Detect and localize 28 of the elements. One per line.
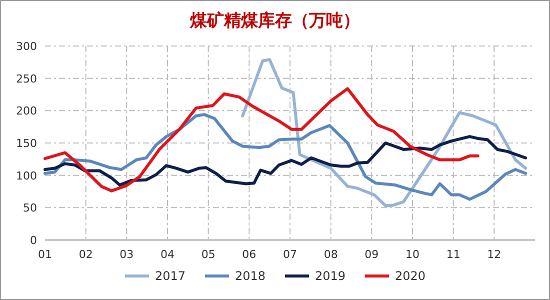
- y-tick-label: 300: [16, 40, 37, 53]
- y-tick-label: 200: [16, 104, 37, 118]
- line-series: [44, 113, 528, 201]
- legend-label: 2017: [155, 269, 186, 283]
- chart-title: 煤矿精煤库存（万吨）: [189, 11, 360, 31]
- y-tick-label: 100: [16, 169, 37, 182]
- y-tick-label: 50: [23, 202, 37, 215]
- x-tick-label: 12: [487, 248, 502, 261]
- y-tick-label: 0: [30, 234, 37, 247]
- y-tick-label: 150: [16, 137, 37, 150]
- x-tick-label: 05: [201, 248, 216, 261]
- x-tick-label: 03: [120, 248, 134, 261]
- x-tick-label: 02: [78, 248, 93, 261]
- x-tick-label: 07: [283, 248, 297, 261]
- x-tick-label: 09: [364, 248, 379, 261]
- legend-label: 2019: [315, 269, 346, 283]
- line-series: [44, 87, 480, 192]
- line-series: [44, 135, 528, 187]
- line-series: [241, 58, 528, 208]
- x-tick-label: 08: [324, 248, 338, 261]
- legend-label: 2018: [235, 269, 266, 283]
- x-tick-label: 01: [38, 248, 52, 261]
- x-tick-label: 11: [446, 248, 460, 261]
- y-tick-label: 250: [16, 72, 37, 86]
- x-tick-label: 06: [242, 248, 256, 261]
- x-tick-label: 04: [160, 248, 174, 261]
- legend-label: 2020: [395, 269, 426, 283]
- x-tick-label: 10: [406, 248, 420, 261]
